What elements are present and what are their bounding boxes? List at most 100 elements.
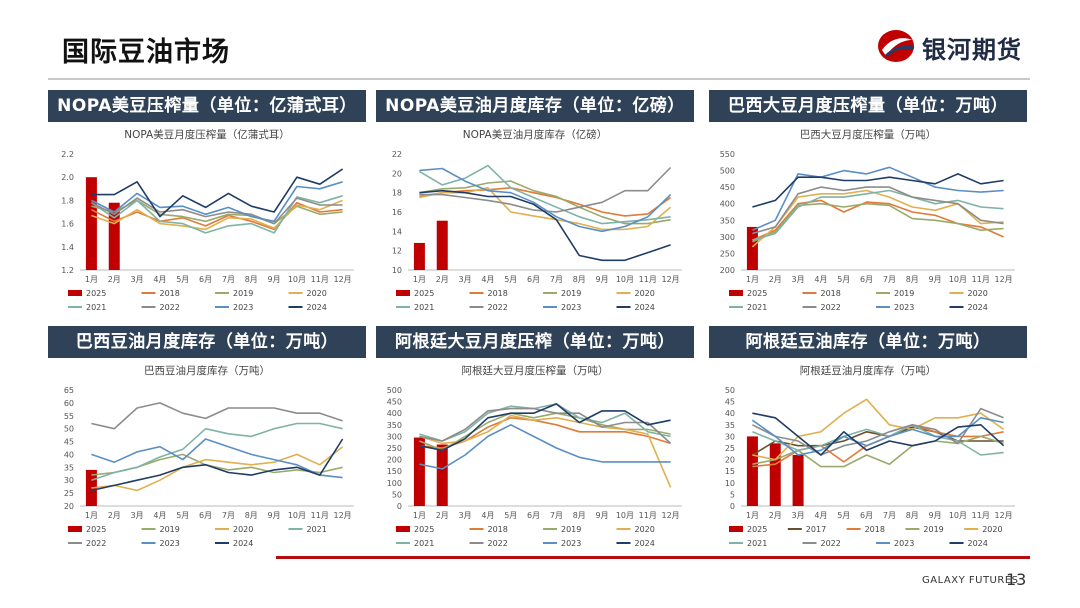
x-tick-label: 6月 [527, 275, 540, 284]
brand-logo [878, 30, 915, 62]
series-line-2018 [91, 201, 343, 231]
series-line-2021 [91, 422, 343, 481]
y-tick-label: 2.0 [61, 173, 74, 182]
x-tick-label: 12月 [994, 275, 1012, 284]
x-tick-label: 3月 [459, 275, 472, 284]
footer-brand: GALAXY FUTURES [922, 575, 1019, 586]
y-tick-label: 30 [64, 476, 74, 485]
y-tick-label: 16 [392, 208, 402, 217]
legend-label: 2019 [233, 289, 253, 298]
y-tick-label: 45 [64, 438, 74, 447]
x-tick-label: 4月 [481, 275, 494, 284]
y-tick-label: 500 [387, 386, 402, 395]
panel-header: NOPA美豆油月度库存（单位：亿磅） [376, 90, 694, 122]
y-tick-label: 350 [387, 421, 402, 430]
x-tick-label: 9月 [596, 275, 609, 284]
x-tick-label: 2月 [769, 511, 782, 520]
chart-title: 阿根廷大豆月度压榨量（万吨） [462, 364, 609, 377]
x-tick-label: 4月 [153, 511, 166, 520]
x-tick-label: 9月 [596, 511, 609, 520]
series-line-2020 [751, 189, 1004, 248]
legend-label: 2024 [968, 539, 988, 548]
legend-label: 2025 [414, 289, 434, 298]
x-tick-label: 6月 [199, 275, 212, 284]
legend-swatch [396, 290, 410, 296]
y-tick-label: 50 [392, 490, 402, 499]
y-tick-label: 1.4 [61, 243, 74, 252]
legend-label: 2019 [561, 289, 581, 298]
y-tick-label: 15 [725, 467, 735, 476]
x-tick-label: 3月 [131, 275, 144, 284]
series-line-2022 [752, 186, 1004, 235]
y-tick-label: 25 [725, 444, 735, 453]
y-tick-label: 550 [720, 150, 735, 159]
panel-header: 阿根廷大豆月度压榨（单位：万吨） [376, 326, 694, 358]
y-tick-label: 10 [392, 266, 402, 275]
x-tick-label: 6月 [527, 511, 540, 520]
legend-label: 2021 [747, 303, 767, 312]
panel-header: 巴西豆油月度库存（单位：万吨） [48, 326, 366, 358]
panel-header-label: 巴西豆油月度库存（单位：万吨） [75, 332, 339, 352]
y-tick-label: 0 [397, 502, 402, 511]
x-tick-label: 8月 [245, 511, 258, 520]
legend-label: 2025 [414, 525, 434, 534]
x-tick-label: 11月 [639, 511, 657, 520]
x-tick-label: 5月 [837, 275, 850, 284]
x-tick-label: 8月 [906, 511, 919, 520]
bar-2025 [746, 226, 758, 270]
legend-label: 2020 [233, 525, 253, 534]
x-tick-label: 12月 [333, 275, 351, 284]
y-tick-label: 2.2 [61, 150, 74, 159]
series-line-2024 [752, 412, 1005, 456]
x-tick-label: 7月 [222, 275, 235, 284]
legend-label: 2020 [635, 289, 655, 298]
y-tick-label: 55 [64, 412, 74, 421]
x-tick-label: 8月 [573, 511, 586, 520]
y-tick-label: 450 [720, 183, 735, 192]
chart-title: 阿根廷豆油月度库存（万吨） [800, 364, 937, 377]
legend-label: 2021 [307, 525, 327, 534]
legend-label: 2025 [747, 525, 767, 534]
legend-label: 2024 [635, 539, 655, 548]
legend-label: 2025 [747, 289, 767, 298]
x-tick-label: 8月 [573, 275, 586, 284]
x-tick-label: 1月 [746, 511, 759, 520]
y-tick-label: 5 [730, 490, 735, 499]
legend-label: 2023 [233, 303, 253, 312]
series-line-2024 [91, 438, 344, 492]
x-tick-label: 9月 [929, 511, 942, 520]
y-tick-label: 35 [725, 421, 735, 430]
x-tick-label: 4月 [814, 511, 827, 520]
series-line-2024 [91, 168, 344, 218]
y-tick-label: 150 [387, 467, 402, 476]
y-tick-label: 25 [64, 489, 74, 498]
x-tick-label: 7月 [550, 511, 563, 520]
x-tick-label: 2月 [108, 511, 121, 520]
series-line-2021 [752, 189, 1004, 241]
y-tick-label: 1.6 [61, 220, 74, 229]
chart-argentina-crush: 阿根廷大豆月度压榨量（万吨） 0 50 100 150 200 250 300 350 400 45… [387, 364, 682, 548]
x-tick-label: 12月 [661, 511, 679, 520]
panel-header: NOPA美豆压榨量（单位：亿蒲式耳） [48, 90, 366, 122]
x-tick-label: 8月 [906, 275, 919, 284]
x-tick-label: 4月 [814, 275, 827, 284]
chart-title: NOPA美豆油月度库存（亿磅） [463, 128, 607, 141]
x-tick-label: 6月 [199, 511, 212, 520]
legend-label: 2024 [307, 303, 327, 312]
panel-header: 阿根廷豆油库存（单位：万吨） [709, 326, 1027, 358]
panel-header-label: 阿根廷豆油库存（单位：万吨） [745, 332, 991, 352]
legend-swatch [729, 290, 743, 296]
x-tick-label: 1月 [85, 275, 98, 284]
panel-nopa-crush: NOPA美豆压榨量（单位：亿蒲式耳） NOPA美豆月度压榨量（亿蒲式耳） 1.2 1… [48, 90, 366, 312]
bar-2025 [769, 443, 781, 506]
series-line-2022 [752, 407, 1004, 456]
y-tick-label: 65 [64, 386, 74, 395]
series-line-2020 [91, 199, 343, 231]
x-tick-label: 2月 [436, 511, 449, 520]
x-tick-label: 7月 [883, 275, 896, 284]
x-tick-label: 11月 [311, 511, 329, 520]
series-line-2022 [91, 197, 343, 225]
bar-2025 [746, 436, 758, 506]
series-line-2024 [419, 189, 671, 262]
y-tick-label: 400 [720, 200, 735, 209]
